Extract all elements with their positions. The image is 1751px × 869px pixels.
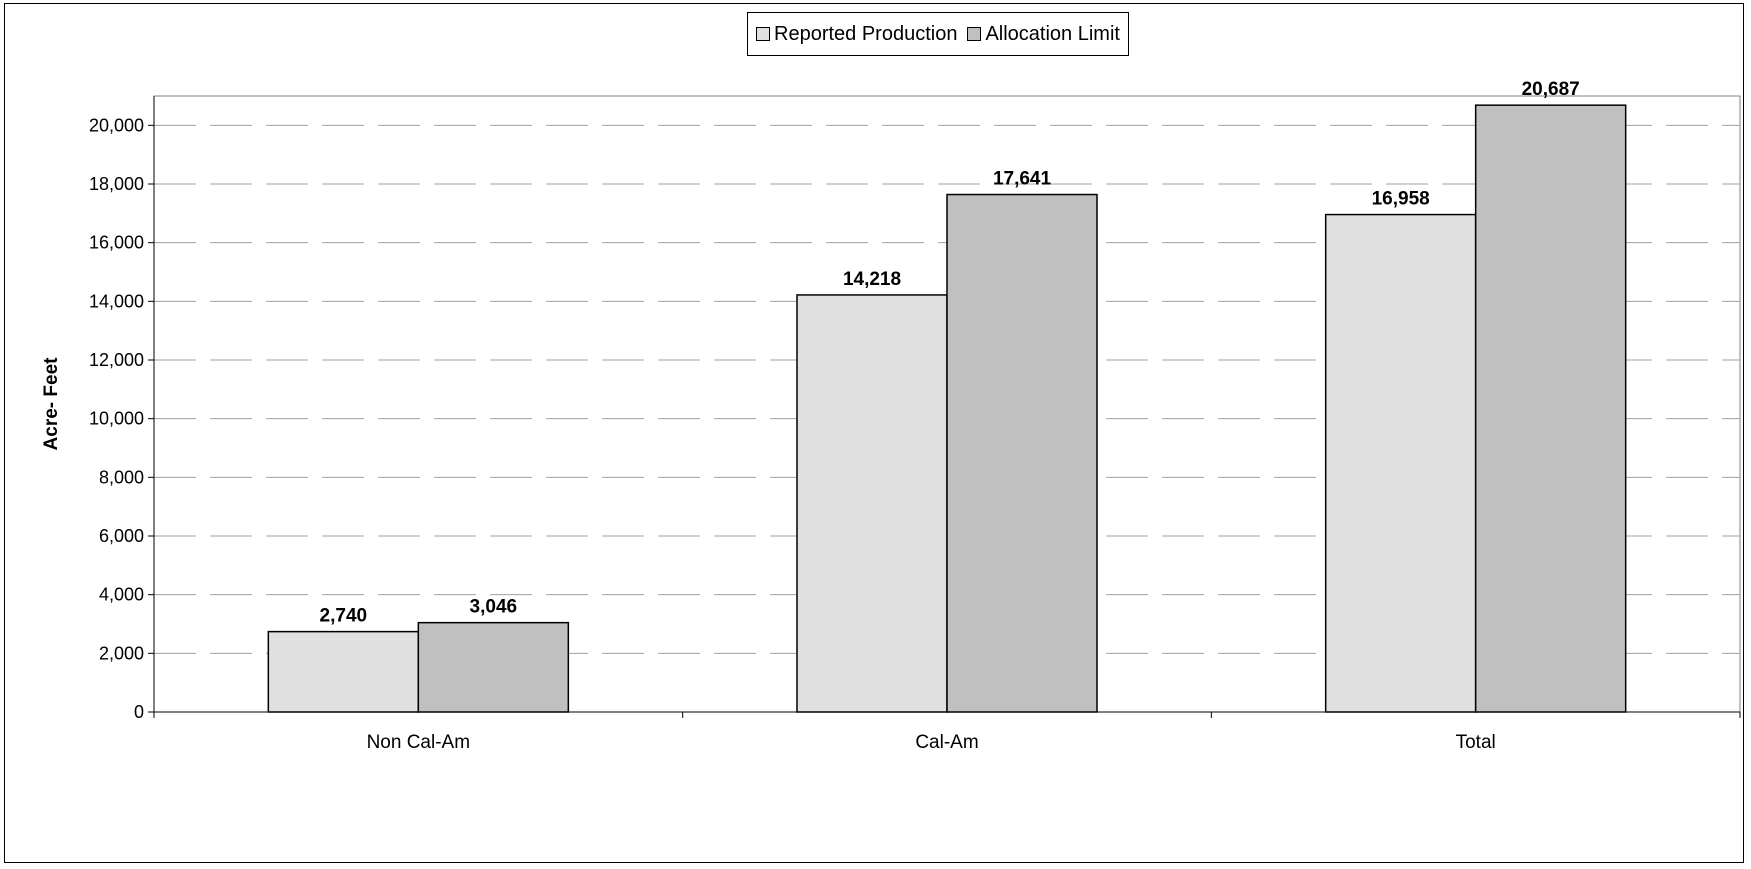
y-tick-label: 10,000 <box>89 409 144 429</box>
bar-reported-production <box>796 294 948 713</box>
bar-allocation-limit <box>946 193 1098 713</box>
data-label: 14,218 <box>843 269 901 290</box>
y-tick-label: 6,000 <box>99 526 144 546</box>
data-label: 20,687 <box>1522 79 1580 100</box>
legend-swatch-allocation-limit <box>967 27 982 41</box>
data-label: 3,046 <box>470 597 518 618</box>
bar-reported-production <box>267 630 420 713</box>
y-tick-label: 0 <box>134 702 144 722</box>
x-tick-label: Non Cal-Am <box>367 732 470 753</box>
y-tick-label: 20,000 <box>89 115 144 135</box>
y-tick-label: 14,000 <box>89 291 144 311</box>
legend-swatch-reported-production <box>756 27 770 41</box>
data-label: 16,958 <box>1372 189 1430 210</box>
bar-chart: 0 2,000 4,000 6,000 8,000 10,000 12,000 14,000 1… <box>41 79 1741 753</box>
y-tick-label: 2,000 <box>99 643 144 663</box>
legend-label-allocation-limit: Allocation Limit <box>985 22 1120 45</box>
y-tick-label: 4,000 <box>99 585 144 605</box>
legend: Reported Production Allocation Limit <box>747 12 1129 56</box>
y-axis-title: Acre- Feet <box>41 357 62 451</box>
x-tick-label: Total <box>1456 732 1496 753</box>
legend-label-reported-production: Reported Production <box>774 22 958 45</box>
data-label: 2,740 <box>320 606 368 627</box>
y-tick-label: 8,000 <box>99 467 144 487</box>
y-tick-label: 12,000 <box>89 350 144 370</box>
bar-allocation-limit <box>1474 104 1627 713</box>
bar-allocation-limit <box>417 621 570 713</box>
chart-frame: 0 2,000 4,000 6,000 8,000 10,000 12,000 14,000 1… <box>4 3 1744 863</box>
y-tick-label: 18,000 <box>89 174 144 194</box>
legend-item-allocation-limit: Allocation Limit <box>967 23 1120 46</box>
y-tick-label: 16,000 <box>89 233 144 253</box>
x-tick-label: Cal-Am <box>915 732 978 753</box>
legend-item-reported-production: Reported Production <box>756 23 957 46</box>
data-label: 17,641 <box>993 169 1052 190</box>
bar-reported-production <box>1324 213 1477 713</box>
